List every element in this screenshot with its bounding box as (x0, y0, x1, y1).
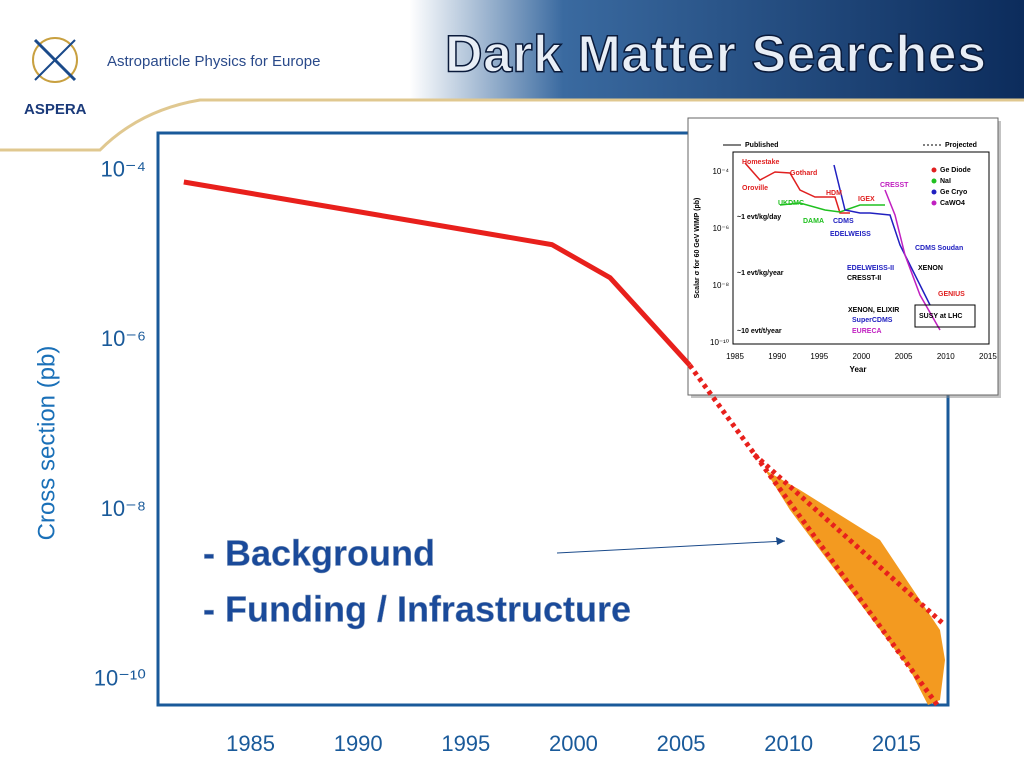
inset-legend-dot (931, 178, 937, 184)
inset-legend-dot (931, 200, 937, 206)
annotation-arrow (556, 540, 786, 554)
inset-legend-label: CaWO4 (940, 200, 965, 207)
inset-label: ~1 evt/kg/year (737, 270, 784, 277)
inset-line (833, 164, 931, 306)
inset-label: EURECA (852, 328, 882, 335)
inset-line (884, 189, 941, 331)
inset-label: EDELWEISS-II (847, 265, 894, 272)
logo-text: ASPERA (24, 101, 87, 118)
inset-x-tick-label: 1985 (726, 352, 744, 361)
plot-frame (156, 131, 950, 707)
inset-label: ~10 evt/t/year (737, 328, 782, 335)
inset-line (744, 162, 850, 214)
inset-x-tick-label: 2015 (979, 352, 997, 361)
inset-label: Oroville (742, 185, 768, 192)
inset-label: Gothard (790, 170, 817, 177)
organization: Astroparticle Physics for Europe (107, 53, 320, 70)
data-line (687, 363, 940, 707)
x-tick-label: 2000 (549, 731, 598, 756)
inset-label: GENIUS (938, 291, 965, 298)
inset-label: SUSY at LHC (919, 313, 962, 320)
inset-label: XENON, ELIXIR (848, 307, 899, 314)
inset-y-label: Scalar σ for 60 GeV WIMP (pb) (694, 198, 701, 299)
inset-label: EDELWEISS (830, 231, 871, 238)
x-tick-label: 2005 (657, 731, 706, 756)
inset-frame (687, 117, 999, 396)
inset-x-tick-label: 1995 (810, 352, 828, 361)
inset-x-tick-label: 1990 (768, 352, 786, 361)
inset-label: IGEX (858, 196, 875, 203)
inset-line (779, 202, 885, 213)
annotation: - Funding / Infrastructure (203, 589, 631, 630)
arrow-head (776, 537, 785, 545)
inset-legend-label: Published (745, 142, 778, 149)
y-tick-label: 10⁻⁶ (101, 326, 146, 351)
banner-border (0, 98, 1024, 152)
inset-x-tick-label: 2010 (937, 352, 955, 361)
inset-label: CDMS Soudan (915, 245, 963, 252)
inset-chart: 1985 1990 1995 2000 2005 2010 2015 10⁻⁴ 10⁻⁶ 10⁻⁸… (687, 117, 1001, 398)
y-tick-label: 10⁻⁸ (101, 496, 146, 521)
inset-legend-label: Ge Cryo (940, 189, 967, 196)
data-line (183, 179, 692, 367)
y-axis-label: Cross section (pb) (33, 346, 60, 541)
inset-label: UKDMC (778, 200, 804, 207)
inset-legend-label: Ge Diode (940, 167, 971, 174)
inset-legend-label: Projected (945, 142, 977, 149)
inset-label: HDM (826, 190, 842, 197)
inset-label: XENON (918, 265, 943, 272)
inset-label: CDMS (833, 218, 854, 225)
inset-legend-dot (931, 189, 937, 195)
inset-label: DAMA (803, 218, 824, 225)
inset-x-label: Year (850, 365, 867, 374)
inset-y-tick-label: 10⁻¹⁰ (710, 338, 729, 347)
annotation: - Background (203, 533, 435, 574)
inset-y-tick-label: 10⁻⁴ (712, 167, 729, 176)
x-tick-label: 2010 (764, 731, 813, 756)
inset-x-tick-label: 2005 (895, 352, 913, 361)
inset-axes (732, 151, 990, 345)
inset-x-tick-label: 2000 (853, 352, 871, 361)
inset-label: CRESST (880, 182, 909, 189)
inset-y-tick-label: 10⁻⁸ (713, 281, 730, 290)
slide-title: Dark Matter Searches (445, 26, 995, 84)
x-tick-label: 2015 (872, 731, 921, 756)
inset-label: Homestake (742, 159, 779, 166)
x-tick-label: 1990 (334, 731, 383, 756)
inset-y-tick-label: 10⁻⁶ (713, 224, 729, 233)
inset-label: CRESST-II (847, 275, 881, 282)
inset-label: SuperCDMS (852, 317, 893, 324)
x-tick-label: 1995 (441, 731, 490, 756)
inset-legend-dot (931, 167, 937, 173)
y-tick-label: 10⁻¹⁰ (94, 665, 146, 690)
inset-box (914, 304, 976, 328)
data-line (752, 452, 946, 626)
x-tick-label: 1985 (226, 731, 275, 756)
logo-mark (32, 37, 78, 83)
y-tick-label: 10⁻⁴ (100, 157, 146, 182)
inset-label: ~1 evt/kg/day (737, 214, 781, 221)
inset-legend-label: NaI (940, 178, 951, 185)
banner (0, 0, 1024, 100)
